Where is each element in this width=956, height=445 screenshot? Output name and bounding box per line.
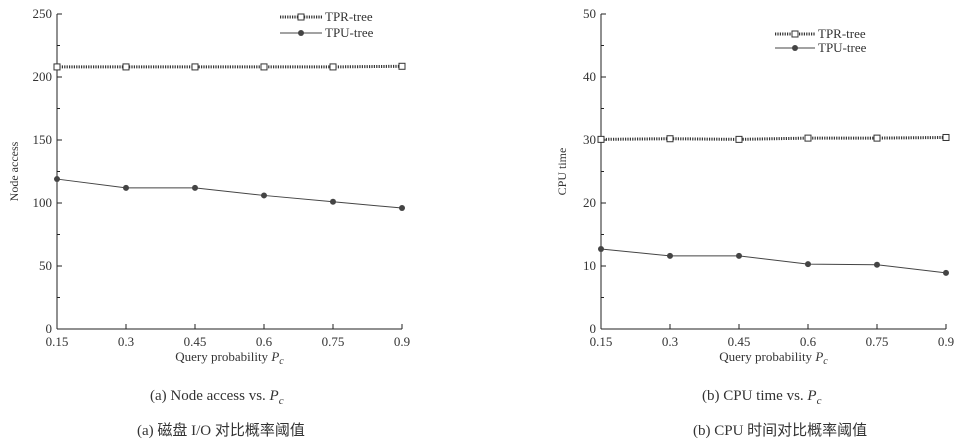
chart-cpu-time: 0 10 20 30 40 50 0.15 0.3 0.45 0.6 0.75 0.9 Query pr… [555, 6, 954, 367]
data-point-tpu-marker [123, 184, 129, 191]
data-point-tpu-marker [736, 252, 742, 259]
y-axis-label: Node access [7, 141, 21, 201]
x-tick-label: 0.75 [866, 334, 889, 349]
data-point-tpr-marker [666, 135, 674, 143]
x-tick-label: 0.3 [662, 334, 678, 349]
x-tick-label: 0.9 [938, 334, 954, 349]
chart-node-access: 0 50 100 150 200 250 0.15 0.3 0.45 0.6 0.75 0.9 Quer… [7, 6, 410, 367]
data-point-tpr-marker [53, 63, 61, 71]
legend-tpr-label: TPR-tree [325, 9, 373, 24]
data-point-tpr-marker [191, 63, 199, 71]
data-point-tpu-marker [598, 245, 604, 252]
data-point-tpr-marker [597, 135, 605, 143]
x-axis-label: Query probability Pc [175, 349, 284, 367]
y-tick-label: 40 [583, 69, 596, 84]
y-tick-label: 50 [39, 258, 52, 273]
data-point-tpu-marker [805, 261, 811, 268]
data-point-tpu-marker [192, 184, 198, 191]
legend-tpu-marker [792, 45, 798, 51]
x-axis-label: Query probability Pc [719, 349, 828, 367]
caption-a-english: (a) Node access vs. Pc [150, 388, 284, 407]
series-tpu-line [600, 248, 947, 274]
caption-a-chinese: (a) 磁盘 I/O 对比概率阈值 [137, 423, 305, 439]
x-tick-label: 0.15 [46, 334, 69, 349]
y-tick-label: 50 [583, 6, 596, 21]
caption-a-symbol: P [269, 388, 279, 404]
legend-tpu-label: TPU-tree [325, 25, 374, 40]
x-tick-label: 0.45 [184, 334, 207, 349]
data-point-tpr-marker [873, 134, 881, 142]
data-point-tpr-marker [804, 134, 812, 142]
y-tick-label: 0 [590, 321, 597, 336]
legend-tpr-marker [791, 30, 799, 38]
y-tick-label: 30 [583, 132, 596, 147]
y-tick-label: 0 [46, 321, 53, 336]
x-tick-label: 0.45 [728, 334, 751, 349]
caption-b-text: (b) CPU time vs. [702, 388, 804, 404]
x-tick-label: 0.6 [800, 334, 817, 349]
x-tick-label: 0.75 [322, 334, 345, 349]
caption-b-subscript: c [816, 395, 822, 407]
y-tick-label: 100 [33, 195, 53, 210]
x-tick-label: 0.9 [394, 334, 410, 349]
y-axis-label: CPU time [555, 148, 569, 196]
caption-a-subscript: c [278, 395, 284, 407]
data-point-tpr-marker [398, 62, 406, 70]
caption-b-symbol: P [807, 388, 817, 404]
legend-tpu-label: TPU-tree [818, 40, 867, 55]
y-tick-label: 250 [33, 6, 53, 21]
y-tick-label: 20 [583, 195, 596, 210]
caption-b-chinese: (b) CPU 时间对比概率阈值 [693, 423, 868, 439]
legend-tpr-label: TPR-tree [818, 26, 866, 41]
data-point-tpr-marker [329, 63, 337, 71]
series-tpu-line [56, 178, 403, 209]
y-tick-label: 150 [33, 132, 53, 147]
series-tpr-line [600, 135, 947, 141]
legend-tpu-marker [298, 30, 304, 36]
x-tick-label: 0.3 [118, 334, 134, 349]
data-point-tpu-marker [54, 176, 60, 183]
data-point-tpu-marker [667, 252, 673, 259]
y-tick-label: 10 [583, 258, 596, 273]
series-tpr-line [57, 64, 403, 69]
data-point-tpr-marker [260, 63, 268, 71]
x-tick-label: 0.15 [590, 334, 613, 349]
data-point-tpu-marker [874, 261, 880, 268]
data-point-tpu-marker [261, 192, 267, 199]
y-tick-label: 200 [33, 69, 53, 84]
data-point-tpu-marker [399, 205, 405, 212]
x-tick-label: 0.6 [256, 334, 273, 349]
data-point-tpu-marker [943, 269, 949, 276]
caption-b-english: (b) CPU time vs. Pc [702, 388, 821, 407]
data-point-tpr-marker [122, 63, 130, 71]
data-point-tpr-marker [735, 135, 743, 143]
legend-tpr-marker [297, 13, 305, 21]
data-point-tpr-marker [942, 133, 950, 141]
data-point-tpu-marker [330, 198, 336, 205]
caption-a-text: (a) Node access vs. [150, 388, 266, 404]
